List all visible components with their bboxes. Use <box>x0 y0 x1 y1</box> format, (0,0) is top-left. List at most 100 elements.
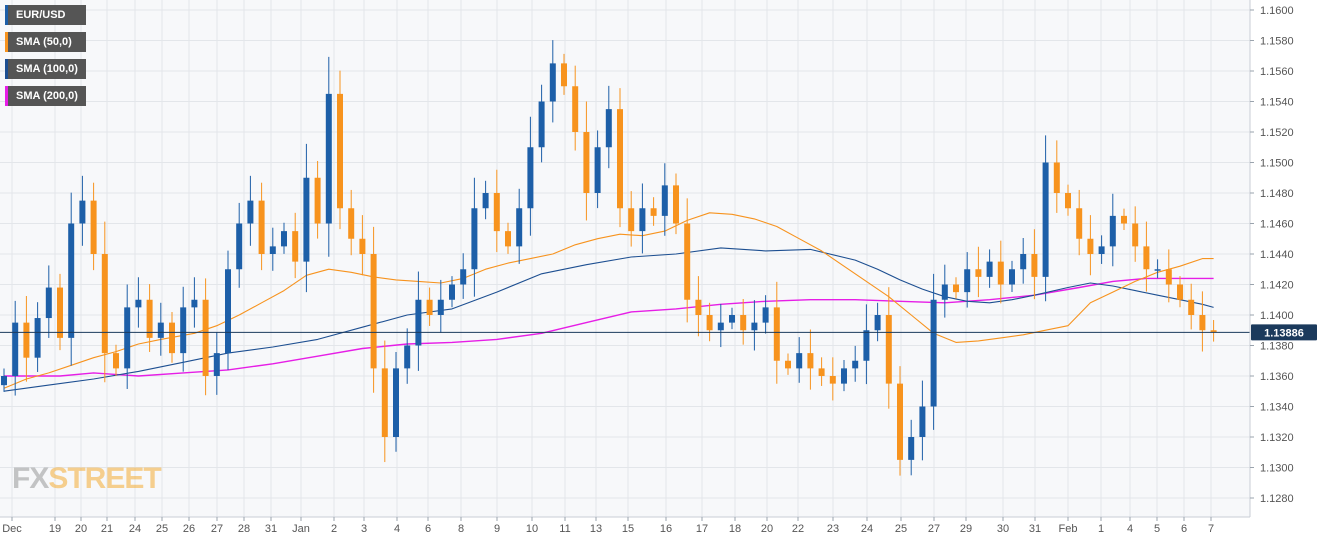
candle-body <box>1098 246 1105 254</box>
candle <box>986 249 993 288</box>
legend: EUR/USD SMA (50,0) SMA (100,0) SMA (200,… <box>5 5 86 113</box>
candle-body <box>863 330 870 361</box>
candle <box>1065 184 1071 216</box>
candle-body <box>650 208 657 216</box>
candle <box>650 197 657 226</box>
candle-body <box>157 322 164 338</box>
y-tick-label: 1.1540 <box>1260 97 1294 109</box>
candle-body <box>269 246 276 254</box>
candle-body <box>135 299 142 308</box>
candle-body <box>191 299 198 308</box>
candle <box>930 273 937 430</box>
candle-body <box>729 315 735 323</box>
candle-body <box>437 299 444 315</box>
x-tick-label: 27 <box>928 523 940 535</box>
candle <box>1143 221 1150 292</box>
x-tick-label: 4 <box>1127 523 1133 535</box>
candle <box>841 359 847 392</box>
legend-item-sma-200[interactable]: SMA (200,0) <box>5 86 86 106</box>
legend-swatch <box>5 59 8 79</box>
candle-body <box>874 315 881 331</box>
candle <box>751 300 758 351</box>
x-tick-label: 28 <box>238 523 250 535</box>
candle <box>202 278 209 396</box>
x-tick-label: 18 <box>729 523 741 535</box>
candle <box>516 188 523 264</box>
candle <box>964 252 971 308</box>
x-tick-label: 23 <box>827 523 839 535</box>
candle <box>1199 291 1206 352</box>
x-tick-label: 19 <box>49 523 61 535</box>
legend-item-sma-100[interactable]: SMA (100,0) <box>5 59 86 79</box>
candle-body <box>841 368 847 384</box>
logo-part-street: STREET <box>48 462 161 495</box>
sma-100-line <box>3 247 1214 392</box>
candle-body <box>964 269 971 293</box>
candle <box>1020 237 1027 284</box>
candle-body <box>258 200 265 254</box>
x-tick-label: 8 <box>458 523 464 535</box>
candle <box>717 303 724 348</box>
candle <box>471 177 478 297</box>
candle-body <box>818 368 825 376</box>
candle <box>57 273 63 351</box>
candle <box>1165 249 1172 303</box>
candle-body <box>303 177 310 262</box>
y-tick-label: 1.1320 <box>1260 432 1294 444</box>
candle-body <box>34 318 41 358</box>
candle <box>729 307 735 330</box>
candle-body <box>1199 315 1206 331</box>
candle <box>314 160 321 239</box>
gridlines <box>0 0 1250 517</box>
x-tick-label: 15 <box>622 523 634 535</box>
candle-body <box>1 376 7 386</box>
y-tick-label: 1.1520 <box>1260 127 1294 139</box>
x-tick-label: 21 <box>101 523 113 535</box>
candle <box>101 221 108 383</box>
candle-body <box>247 200 254 224</box>
candle-body <box>527 147 534 209</box>
y-tick-label: 1.1360 <box>1260 371 1294 383</box>
candle-body <box>79 200 86 224</box>
candle-body <box>415 299 422 346</box>
x-tick-label: 31 <box>1029 523 1041 535</box>
candle <box>639 183 646 254</box>
candle <box>1109 193 1116 267</box>
candle-body <box>381 368 388 437</box>
fxstreet-logo: FXSTREET <box>12 462 162 496</box>
candle <box>437 279 444 333</box>
candle-body <box>45 287 52 319</box>
candle <box>785 353 791 375</box>
legend-item-eurusd[interactable]: EUR/USD <box>5 5 86 25</box>
candle-body <box>236 223 243 270</box>
candle-body <box>997 261 1004 285</box>
candle <box>45 265 52 338</box>
candle <box>863 304 870 385</box>
x-tick-label: 4 <box>394 523 400 535</box>
candle <box>460 253 467 299</box>
candle-body <box>538 101 545 148</box>
candle-body <box>762 307 769 323</box>
candle-body <box>1210 330 1217 333</box>
candle-body <box>908 437 915 460</box>
candle <box>1076 189 1083 256</box>
candle-body <box>449 284 455 300</box>
candle-body <box>460 269 467 285</box>
candle-body <box>594 147 601 193</box>
candle-body <box>1177 284 1183 300</box>
candle-body <box>628 208 635 232</box>
x-tick-label: 24 <box>129 523 141 535</box>
candle-body <box>572 86 579 132</box>
candle <box>404 328 411 384</box>
candle-body <box>404 345 411 369</box>
candle-body <box>796 353 803 369</box>
candle-body <box>1053 162 1060 193</box>
candle-body <box>292 231 299 262</box>
legend-label: SMA (100,0) <box>16 63 78 75</box>
y-tick-label: 1.1380 <box>1260 341 1294 353</box>
legend-item-sma-50[interactable]: SMA (50,0) <box>5 32 86 52</box>
candle <box>1210 320 1217 342</box>
candle-body <box>516 208 523 247</box>
x-tick-label: 9 <box>494 523 500 535</box>
